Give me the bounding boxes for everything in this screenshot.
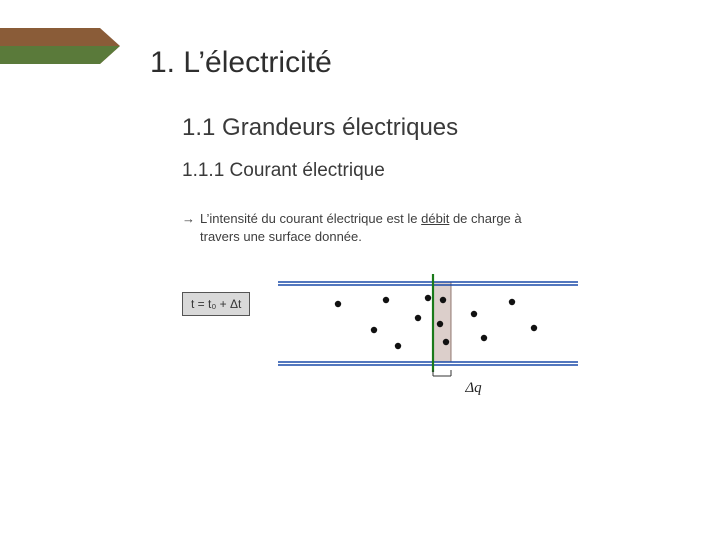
heading-2: 1.1 Grandeurs électriques [182, 114, 690, 142]
time-formula-text: t = t₀ + Δt [191, 297, 241, 311]
definition-text-2: de charge à [449, 211, 521, 226]
slide-content: 1. L’électricité 1.1 Grandeurs électriqu… [150, 46, 690, 410]
heading-3: 1.1.1 Courant électrique [182, 160, 690, 182]
heading-1: 1. L’électricité [150, 46, 690, 80]
slide-accent-ornament [0, 28, 120, 72]
delta-q-label: Δq [465, 380, 481, 397]
definition-paragraph: →L’intensité du courant électrique est l… [182, 210, 690, 246]
definition-text-1: L’intensité du courant électrique est le [200, 211, 421, 226]
time-formula-box: t = t₀ + Δt [182, 292, 250, 316]
current-flow-diagram: Δq [278, 270, 578, 410]
definition-underlined: débit [421, 211, 449, 226]
definition-text-3: travers une surface donnée. [200, 229, 362, 244]
diagram-row: t = t₀ + Δt Δq [182, 270, 690, 410]
arrow-icon: → [182, 210, 200, 228]
